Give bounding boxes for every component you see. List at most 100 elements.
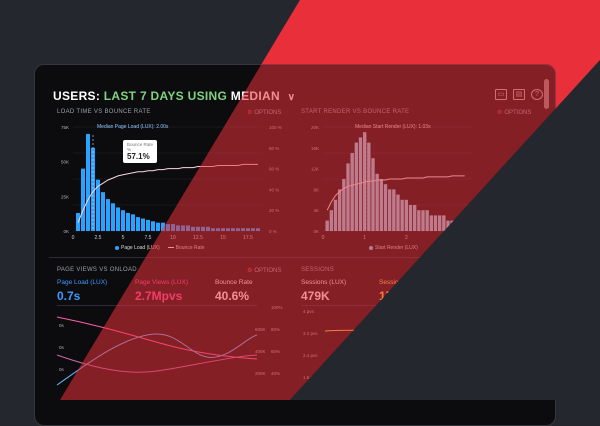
- histogram-bar: [176, 225, 180, 231]
- title-using: USING: [187, 89, 228, 103]
- histogram-bar: [161, 222, 165, 231]
- histogram-bar: [86, 133, 90, 231]
- kpi-page-views: Page Views (LUX) 2.7Mpvs: [135, 279, 188, 303]
- scrollbar[interactable]: [544, 79, 549, 109]
- legend-1: Page Load (LUX) Bounce Rate: [115, 245, 205, 251]
- legend-item-bounce[interactable]: Bounce Rate: [167, 245, 205, 251]
- gear-icon: ⚙: [497, 110, 503, 116]
- histogram-bar: [136, 217, 140, 231]
- panel-title-sessions: SESSIONS: [301, 267, 335, 273]
- x-tick-label: 5: [122, 235, 125, 241]
- histogram-bar: [256, 228, 260, 231]
- y-label-right: 600K: [255, 327, 266, 332]
- histogram-bar: [236, 228, 240, 231]
- histogram-bar: [408, 205, 413, 231]
- histogram-bar: [126, 212, 130, 231]
- median-annotation-2: Median Start Render (LUX): 1.03s: [355, 124, 431, 130]
- histogram-bar: [186, 225, 190, 231]
- kpi-value: 2.7Mpvs: [135, 289, 183, 303]
- pageviews-line: [56, 316, 258, 360]
- gear-icon: ⚙: [247, 268, 253, 274]
- histogram-bar: [442, 215, 446, 231]
- options-button-3[interactable]: ⚙ OPTIONS: [247, 267, 281, 274]
- y-tick-label: 0K: [63, 229, 69, 234]
- y-tick-label: 50K: [61, 160, 69, 165]
- y-tick-label: 12K: [311, 167, 319, 172]
- y-label-right2: 60%: [271, 349, 281, 354]
- tooltip: Bounce Rate % 57.1%: [123, 140, 158, 163]
- histogram-bar: [367, 142, 371, 231]
- chevron-down-icon[interactable]: ∨: [287, 92, 296, 103]
- page-title[interactable]: USERS: LAST 7 DAYS USING MEDIAN ∨: [53, 89, 295, 103]
- histogram-bar: [81, 168, 85, 231]
- legend-item-start-render[interactable]: Start Render (LUX): [369, 245, 418, 251]
- histogram-bar: [342, 179, 346, 231]
- y-tick-label: 75K: [61, 125, 69, 130]
- histogram-bar: [383, 184, 388, 231]
- help-icon[interactable]: ?: [531, 89, 543, 100]
- histogram-bar: [379, 179, 383, 231]
- legend-swatch-icon: [369, 245, 373, 250]
- divider: [57, 305, 257, 306]
- y-tick-label-right: 40 %: [269, 187, 279, 192]
- y-tick-label: 25K: [61, 194, 69, 199]
- kpi-label: Page Load (LUX): [57, 279, 108, 286]
- histogram-bar: [141, 218, 145, 231]
- histogram-bar: [354, 142, 358, 231]
- histogram-bar: [131, 214, 135, 231]
- histogram-bar: [166, 224, 170, 231]
- y-tick-label: 8K: [313, 187, 319, 192]
- y-label-right: 400K: [255, 349, 266, 354]
- y-tick-label-right: 100 %: [269, 125, 282, 130]
- kpi-label: Page Views (LUX): [135, 279, 188, 286]
- y-label: 3.2 pvs: [303, 331, 318, 336]
- title-prefix: USERS:: [53, 89, 101, 103]
- tooltip-value: 57.1%: [127, 152, 150, 161]
- histogram-bar: [350, 153, 354, 231]
- histogram-bar: [421, 210, 425, 231]
- y-label: 0s: [59, 345, 64, 350]
- y-tick-label-right: 80 %: [269, 146, 279, 151]
- histogram-bar: [226, 228, 230, 231]
- histogram-bar: [196, 226, 200, 231]
- x-tick-label: 10: [170, 235, 176, 241]
- histogram-bar: [111, 203, 115, 231]
- legend-label: Page Load (LUX): [121, 245, 160, 251]
- histogram-bar: [417, 210, 421, 231]
- histogram-bar: [429, 215, 433, 231]
- kpi-label: Bounce Rate: [215, 279, 253, 286]
- x-tick-label: 2: [405, 235, 408, 241]
- x-tick-label: 0: [72, 235, 75, 241]
- x-tick-label: 0: [322, 235, 325, 241]
- monitor-icon[interactable]: ▭: [495, 89, 507, 100]
- kpi-page-load: Page Load (LUX) 0.7s: [57, 279, 107, 303]
- x-tick-label: 17.5: [243, 235, 253, 241]
- y-label-right2: 80%: [271, 327, 281, 332]
- kpi-value: 40.6%: [215, 289, 250, 303]
- kpi-value: 479K: [301, 289, 330, 303]
- y-tick-label: 0K: [313, 229, 319, 234]
- histogram-bar: [413, 205, 417, 231]
- histogram-bar: [221, 228, 225, 231]
- histogram-bar: [181, 225, 185, 231]
- histogram-bar: [396, 194, 400, 231]
- kpi-sessions: Sessions (LUX) 479K: [301, 279, 346, 303]
- histogram-bar: [216, 228, 220, 231]
- histogram-bar: [211, 228, 215, 231]
- legend-item-page-load[interactable]: Page Load (LUX): [115, 245, 160, 251]
- y-label-right: 200K: [255, 371, 266, 376]
- histogram-bar: [191, 226, 195, 231]
- median-annotation: Median Page Load (LUX): 2.00s: [97, 124, 169, 130]
- histogram-bar: [371, 158, 375, 231]
- y-tick-label: 4K: [313, 208, 319, 213]
- image-icon[interactable]: ▤: [513, 89, 525, 100]
- options-button-2[interactable]: ⚙ OPTIONS: [497, 109, 531, 116]
- histogram-bar: [246, 228, 250, 231]
- histogram-bar: [375, 173, 379, 231]
- histogram-bar: [121, 210, 125, 231]
- y-tick-label: 20K: [311, 125, 319, 130]
- histogram-bar: [358, 137, 363, 231]
- histogram-bar: [438, 215, 442, 231]
- histogram-bar: [329, 210, 333, 231]
- y-tick-label: 16K: [311, 146, 319, 151]
